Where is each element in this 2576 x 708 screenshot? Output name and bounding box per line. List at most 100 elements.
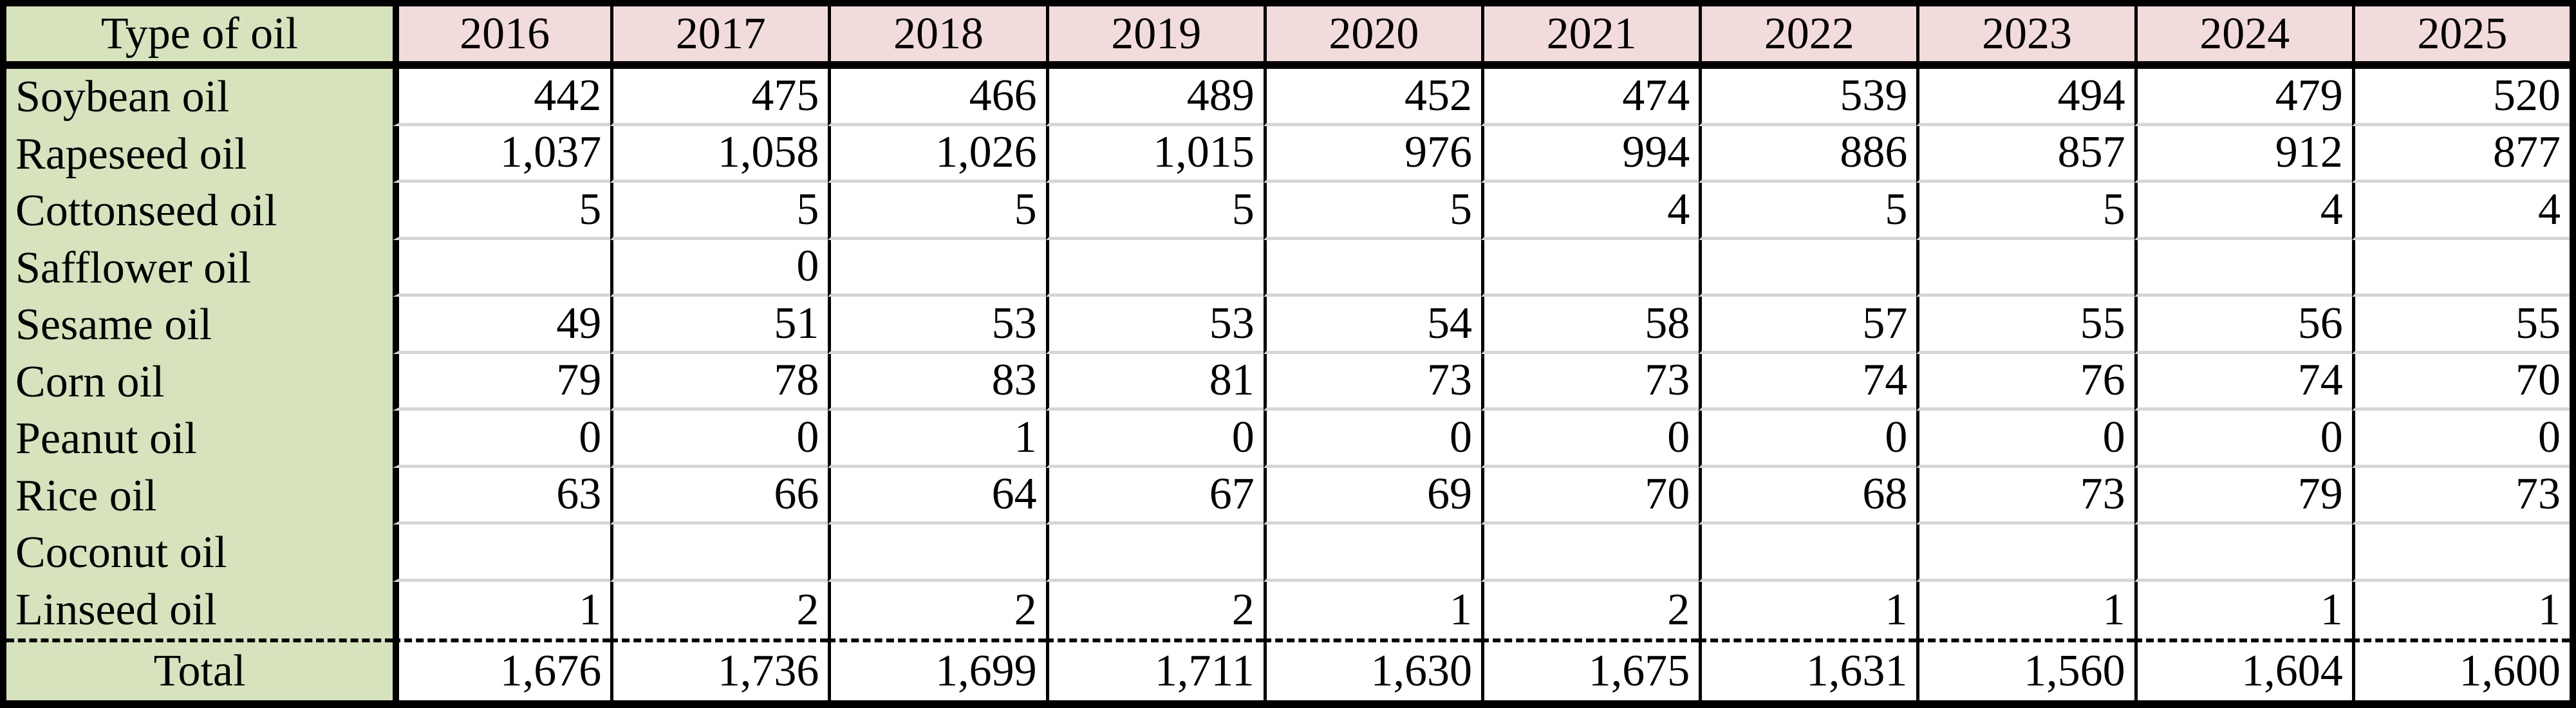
value-cell: 994: [1481, 126, 1699, 183]
value-cell: [1916, 239, 2134, 297]
value-cell: [393, 239, 611, 297]
value-cell: [2351, 239, 2570, 297]
value-cell: 0: [393, 411, 611, 468]
oil-name-cell: Rapeseed oil: [6, 126, 393, 183]
value-cell: 0: [1045, 411, 1264, 468]
value-cell: 74: [2134, 353, 2352, 411]
value-cell: [1916, 525, 2134, 582]
year-header-cell: 2016: [393, 6, 611, 69]
value-cell: 69: [1263, 467, 1481, 525]
value-cell: 49: [393, 297, 611, 354]
value-cell: 70: [1481, 467, 1699, 525]
value-cell: 1,015: [1045, 126, 1264, 183]
value-cell: 857: [1916, 126, 2134, 183]
value-cell: 0: [610, 411, 828, 468]
value-cell: 0: [2134, 411, 2352, 468]
value-cell: 58: [1481, 297, 1699, 354]
value-cell: 5: [1916, 183, 2134, 240]
total-value-cell: 1,676: [393, 638, 611, 700]
value-cell: 70: [2351, 353, 2570, 411]
total-value-cell: 1,600: [2351, 638, 2570, 700]
oil-name-cell: Cottonseed oil: [6, 183, 393, 240]
value-cell: 1,026: [828, 126, 1046, 183]
value-cell: 74: [1699, 353, 1917, 411]
value-cell: 0: [1263, 411, 1481, 468]
value-cell: 1: [828, 411, 1046, 468]
value-cell: [1045, 239, 1264, 297]
year-header-cell: 2020: [1263, 6, 1481, 69]
value-cell: [1263, 525, 1481, 582]
value-cell: 5: [1045, 183, 1264, 240]
value-cell: 877: [2351, 126, 2570, 183]
corner-header-cell: Type of oil: [6, 6, 393, 69]
value-cell: 474: [1481, 69, 1699, 126]
value-cell: 5: [393, 183, 611, 240]
value-cell: 475: [610, 69, 828, 126]
value-cell: 53: [1045, 297, 1264, 354]
year-header-cell: 2018: [828, 6, 1046, 69]
value-cell: 66: [610, 467, 828, 525]
value-cell: 912: [2134, 126, 2352, 183]
value-cell: [610, 525, 828, 582]
value-cell: 73: [1916, 467, 2134, 525]
value-cell: 2: [828, 581, 1045, 638]
value-cell: 520: [2351, 69, 2570, 126]
total-label-cell: Total: [6, 638, 393, 700]
value-cell: 2: [1045, 581, 1264, 638]
value-cell: 54: [1263, 297, 1481, 354]
value-cell: 4: [2351, 183, 2570, 240]
value-cell: 5: [1699, 183, 1917, 240]
value-cell: 976: [1263, 126, 1481, 183]
value-cell: 73: [1481, 353, 1699, 411]
value-cell: 539: [1699, 69, 1917, 126]
value-cell: 2: [610, 581, 828, 638]
value-cell: 1: [1263, 581, 1481, 638]
total-value-cell: 1,736: [610, 638, 828, 700]
value-cell: [1481, 239, 1699, 297]
value-cell: [393, 525, 611, 582]
value-cell: 5: [610, 183, 828, 240]
value-cell: 1: [1699, 581, 1916, 638]
value-cell: 79: [393, 353, 611, 411]
oil-name-cell: Sesame oil: [6, 297, 393, 354]
value-cell: 73: [2351, 467, 2570, 525]
value-cell: [1699, 525, 1917, 582]
value-cell: [1481, 525, 1699, 582]
value-cell: 55: [2351, 297, 2570, 354]
value-cell: 67: [1045, 467, 1264, 525]
value-cell: [2351, 525, 2570, 582]
value-cell: 51: [610, 297, 828, 354]
value-cell: 76: [1916, 353, 2134, 411]
total-value-cell: 1,699: [828, 638, 1046, 700]
total-value-cell: 1,560: [1916, 638, 2134, 700]
value-cell: 489: [1045, 69, 1264, 126]
value-cell: 1: [393, 581, 610, 638]
value-cell: 494: [1916, 69, 2134, 126]
oil-name-cell: Peanut oil: [6, 411, 393, 468]
total-value-cell: 1,675: [1481, 638, 1699, 700]
value-cell: 4: [2134, 183, 2352, 240]
year-header-cell: 2017: [610, 6, 828, 69]
value-cell: 63: [393, 467, 611, 525]
value-cell: 0: [1699, 411, 1917, 468]
value-cell: 466: [828, 69, 1046, 126]
value-cell: 68: [1699, 467, 1917, 525]
total-value-cell: 1,711: [1045, 638, 1264, 700]
value-cell: 479: [2134, 69, 2352, 126]
oil-name-cell: Soybean oil: [6, 69, 393, 126]
value-cell: 83: [828, 353, 1046, 411]
oil-name-cell: Coconut oil: [6, 525, 393, 582]
value-cell: 0: [1916, 411, 2134, 468]
oil-name-cell: Linseed oil: [6, 581, 393, 638]
value-cell: [828, 525, 1046, 582]
value-cell: 4: [1481, 183, 1699, 240]
value-cell: [1263, 239, 1481, 297]
value-cell: 886: [1699, 126, 1917, 183]
value-cell: 64: [828, 467, 1046, 525]
value-cell: 73: [1263, 353, 1481, 411]
year-header-cell: 2023: [1916, 6, 2134, 69]
total-value-cell: 1,630: [1263, 638, 1481, 700]
value-cell: 5: [828, 183, 1046, 240]
value-cell: 452: [1263, 69, 1481, 126]
year-header-cell: 2019: [1045, 6, 1264, 69]
